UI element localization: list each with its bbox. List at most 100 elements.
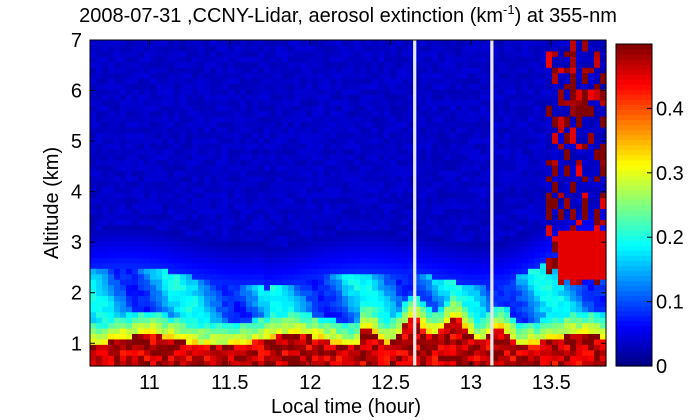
- heatmap-cell: [546, 219, 553, 226]
- heatmap-cell: [378, 164, 385, 171]
- heatmap-cell: [174, 164, 181, 171]
- heatmap-cell: [516, 344, 523, 351]
- heatmap-cell: [144, 94, 151, 101]
- heatmap-cell: [294, 273, 301, 280]
- heatmap-cell: [468, 88, 475, 95]
- heatmap-cell: [552, 83, 559, 90]
- heatmap-cell: [138, 137, 145, 144]
- heatmap-cell: [450, 83, 457, 90]
- heatmap-cell: [438, 132, 445, 139]
- heatmap-cell: [414, 154, 421, 161]
- heatmap-cell: [468, 110, 475, 117]
- heatmap-cell: [174, 83, 181, 90]
- heatmap-cell: [234, 241, 241, 248]
- heatmap-cell: [516, 164, 523, 171]
- heatmap-cell: [90, 143, 97, 150]
- heatmap-cell: [144, 224, 151, 231]
- heatmap-cell: [204, 306, 211, 313]
- heatmap-cell: [396, 50, 403, 57]
- heatmap-cell: [276, 105, 283, 112]
- heatmap-cell: [552, 126, 559, 133]
- heatmap-cell: [186, 94, 193, 101]
- heatmap-cell: [138, 219, 145, 226]
- heatmap-cell: [540, 186, 547, 193]
- heatmap-cell: [492, 175, 499, 182]
- heatmap-cell: [492, 148, 499, 155]
- heatmap-cell: [576, 279, 583, 286]
- heatmap-cell: [216, 327, 223, 334]
- heatmap-cell: [408, 105, 415, 112]
- heatmap-cell: [480, 349, 487, 356]
- heatmap-cell: [336, 164, 343, 171]
- heatmap-cell: [492, 322, 499, 329]
- heatmap-cell: [366, 338, 373, 345]
- heatmap-cell: [528, 327, 535, 334]
- heatmap-cell: [390, 40, 397, 47]
- heatmap-cell: [204, 327, 211, 334]
- heatmap-cell: [510, 230, 517, 237]
- heatmap-cell: [444, 159, 451, 166]
- heatmap-cell: [324, 327, 331, 334]
- heatmap-cell: [540, 235, 547, 242]
- heatmap-cell: [264, 126, 271, 133]
- heatmap-cell: [576, 344, 583, 351]
- heatmap-cell: [462, 83, 469, 90]
- heatmap-cell: [450, 230, 457, 237]
- heatmap-cell: [150, 192, 157, 199]
- heatmap-cell: [372, 306, 379, 313]
- heatmap-cell: [510, 110, 517, 117]
- heatmap-cell: [120, 333, 127, 340]
- heatmap-cell: [192, 333, 199, 340]
- heatmap-cell: [336, 219, 343, 226]
- heatmap-cell: [462, 170, 469, 177]
- heatmap-cell: [396, 192, 403, 199]
- heatmap-cell: [138, 116, 145, 123]
- heatmap-cell: [126, 143, 133, 150]
- heatmap-cell: [372, 88, 379, 95]
- heatmap-cell: [426, 219, 433, 226]
- heatmap-cell: [444, 349, 451, 356]
- heatmap-cell: [126, 349, 133, 356]
- heatmap-cell: [306, 338, 313, 345]
- heatmap-cell: [120, 235, 127, 242]
- heatmap-cell: [210, 300, 217, 307]
- heatmap-cell: [168, 235, 175, 242]
- heatmap-cell: [432, 154, 439, 161]
- heatmap-cell: [426, 67, 433, 74]
- heatmap-cell: [306, 197, 313, 204]
- heatmap-cell: [162, 355, 169, 362]
- heatmap-cell: [522, 175, 529, 182]
- heatmap-cell: [156, 186, 163, 193]
- heatmap-cell: [120, 61, 127, 68]
- heatmap-cell: [174, 50, 181, 57]
- heatmap-cell: [240, 224, 247, 231]
- heatmap-cell: [210, 88, 217, 95]
- heatmap-cell: [528, 284, 535, 291]
- heatmap-cell: [282, 273, 289, 280]
- heatmap-cell: [354, 175, 361, 182]
- heatmap-cell: [456, 40, 463, 47]
- heatmap-cell: [240, 213, 247, 220]
- heatmap-cell: [204, 170, 211, 177]
- heatmap-cell: [150, 306, 157, 313]
- heatmap-cell: [204, 338, 211, 345]
- heatmap-cell: [534, 50, 541, 57]
- heatmap-cell: [342, 349, 349, 356]
- heatmap-cell: [252, 143, 259, 150]
- heatmap-cell: [342, 50, 349, 57]
- heatmap-cell: [150, 230, 157, 237]
- heatmap-cell: [360, 203, 367, 210]
- heatmap-cell: [102, 175, 109, 182]
- heatmap-cell: [552, 67, 559, 74]
- heatmap-cell: [504, 311, 511, 318]
- heatmap-cell: [564, 295, 571, 302]
- heatmap-cell: [564, 360, 571, 367]
- heatmap-cell: [270, 300, 277, 307]
- heatmap-cell: [582, 105, 589, 112]
- heatmap-cell: [162, 219, 169, 226]
- heatmap-cell: [258, 295, 265, 302]
- heatmap-cell: [198, 99, 205, 106]
- heatmap-cell: [252, 344, 259, 351]
- heatmap-cell: [504, 175, 511, 182]
- heatmap-cell: [336, 116, 343, 123]
